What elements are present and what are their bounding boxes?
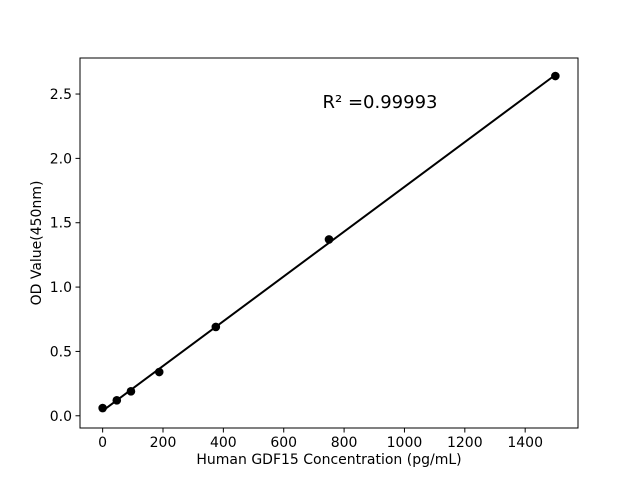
x-axis-label: Human GDF15 Concentration (pg/mL) (196, 452, 461, 468)
x-tick-label: 200 (150, 435, 177, 451)
x-tick-label: 1200 (447, 435, 483, 451)
data-point (211, 322, 221, 332)
data-point (112, 396, 122, 405)
y-tick-label: 1.0 (50, 280, 72, 296)
y-tick-label: 2.5 (50, 87, 72, 103)
data-point (98, 403, 107, 413)
data-point (154, 367, 164, 377)
x-tick-label: 0 (98, 435, 107, 451)
r-squared-annotation: R² =0.99993 (323, 92, 438, 113)
x-axis-ticks: 0 200 400 600 800 1000 1200 1400 (98, 428, 543, 451)
plot-area (79, 57, 579, 429)
x-tick-label: 600 (270, 435, 297, 451)
x-tick-label: 1000 (387, 435, 423, 451)
y-tick-label: 0.5 (50, 344, 72, 360)
y-tick-label: 1.5 (50, 216, 72, 232)
data-point (551, 71, 560, 81)
x-tick-label: 400 (210, 435, 237, 451)
data-series (98, 71, 560, 413)
x-tick-label: 1400 (507, 435, 543, 451)
y-tick-label: 2.0 (50, 151, 72, 167)
data-point (324, 235, 334, 244)
y-axis-ticks: 0.0 0.5 1.0 1.5 2.0 2.5 (50, 87, 80, 425)
y-axis-label: OD Value(450nm) (29, 181, 45, 306)
x-tick-label: 800 (331, 435, 358, 451)
data-point (126, 387, 136, 396)
y-tick-label: 0.0 (50, 409, 72, 425)
